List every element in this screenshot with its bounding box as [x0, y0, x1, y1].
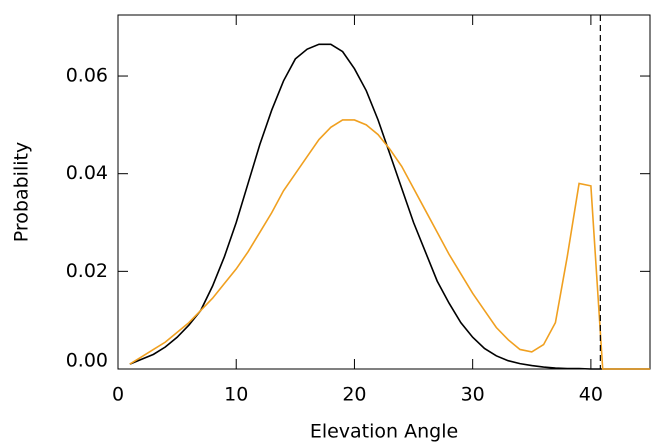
- y-axis-label: Probability: [11, 142, 33, 242]
- y-tick-label: 0.00: [66, 350, 108, 372]
- y-tick-label: 0.04: [66, 162, 108, 184]
- x-tick-label: 20: [342, 384, 366, 406]
- x-tick-label: 0: [112, 384, 124, 406]
- y-tick-label: 0.06: [66, 65, 108, 87]
- series-line: [129, 43, 650, 370]
- y-tick-label: 0.02: [66, 260, 108, 282]
- x-tick-label: 30: [461, 384, 485, 406]
- series-line: [129, 119, 650, 370]
- plot-frame: [117, 14, 651, 370]
- x-tick-label: 10: [224, 384, 248, 406]
- x-tick-label: 40: [579, 384, 603, 406]
- x-axis-label: Elevation Angle: [310, 421, 458, 443]
